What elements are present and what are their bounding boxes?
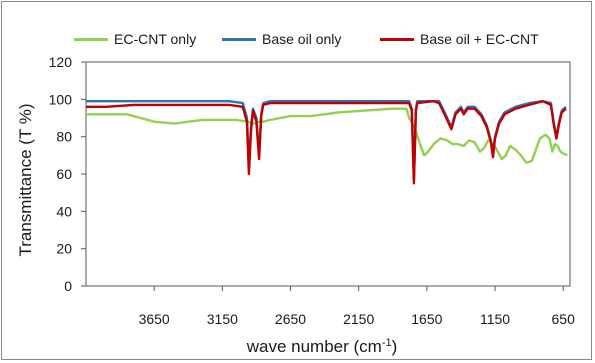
x-tick-label: 3150 — [207, 311, 238, 327]
series-layer — [86, 100, 568, 185]
y-tick-label: 80 — [56, 129, 72, 145]
legend-label-base-oil-ec-cnt: Base oil + EC-CNT — [420, 31, 539, 47]
y-tick-label: 40 — [56, 203, 72, 219]
x-axis-title: wave number (cm-1) — [246, 337, 398, 356]
legend-swatch-ec-cnt — [74, 37, 108, 41]
series-line-3 — [86, 100, 567, 185]
legend: EC-CNT only Base oil only Base oil + EC-… — [0, 31, 595, 51]
x-tick-label: 1150 — [480, 311, 510, 327]
legend-label-ec-cnt: EC-CNT only — [114, 31, 197, 47]
series-line-1 — [86, 107, 568, 164]
x-tick-label: 2150 — [343, 311, 374, 327]
axes: 0 20 40 60 80 100 120 3650 3150 2650 2150 1650 1150 6… — [49, 54, 575, 327]
x-axis-title-sup: -1 — [382, 337, 392, 349]
y-tick-label: 20 — [56, 241, 72, 257]
x-axis-title-main: wave number (cm — [246, 337, 382, 356]
x-tick-label: 1650 — [411, 311, 442, 327]
x-tick-label: 3650 — [139, 311, 170, 327]
legend-item-ec-cnt: EC-CNT only — [74, 31, 196, 47]
legend-item-base-oil-ec-cnt: Base oil + EC-CNT — [380, 31, 539, 47]
x-axis-title-close: ) — [392, 337, 398, 356]
y-tick-label: 120 — [49, 54, 73, 70]
x-tick-label: 650 — [552, 311, 576, 327]
legend-swatch-base-oil — [222, 37, 256, 41]
plot-area-border — [85, 61, 571, 287]
legend-item-base-oil: Base oil only — [222, 31, 341, 47]
y-tick-label: 0 — [64, 278, 72, 294]
legend-swatch-base-oil-ec-cnt — [380, 37, 414, 41]
x-tick-label: 2650 — [275, 311, 306, 327]
y-tick-label: 100 — [49, 91, 73, 107]
y-axis-title: Transmittance (T %) — [16, 103, 35, 256]
legend-label-base-oil: Base oil only — [262, 31, 342, 47]
y-tick-label: 60 — [56, 166, 72, 182]
